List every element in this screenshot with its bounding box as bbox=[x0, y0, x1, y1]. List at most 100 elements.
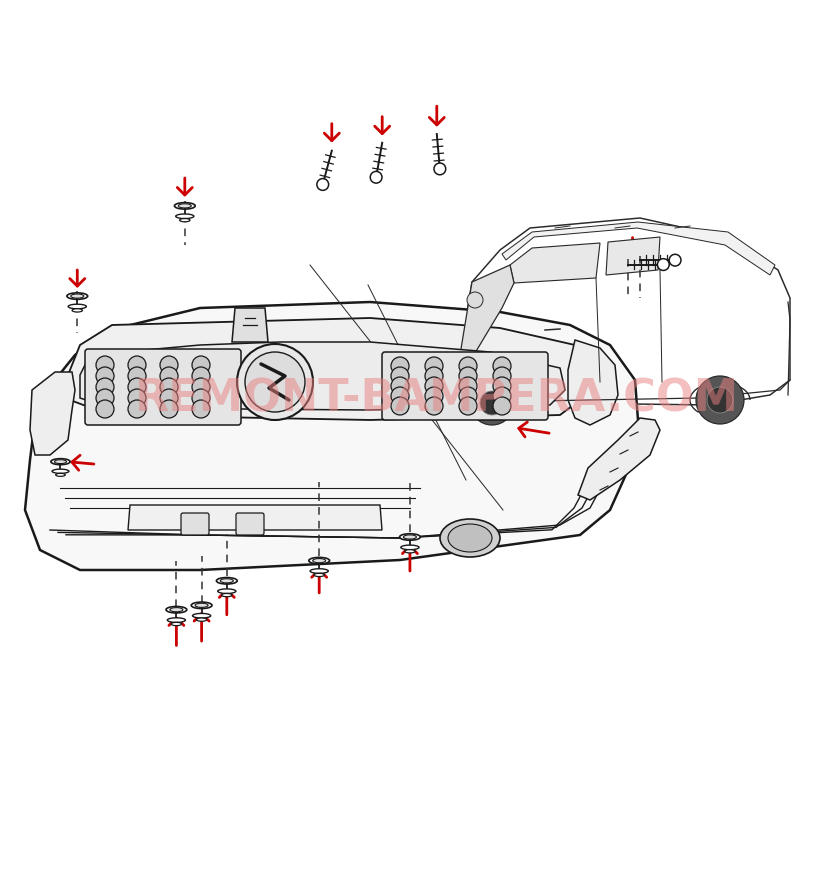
Ellipse shape bbox=[171, 622, 181, 625]
Ellipse shape bbox=[67, 293, 87, 300]
Circle shape bbox=[192, 378, 210, 396]
Circle shape bbox=[96, 389, 114, 407]
FancyBboxPatch shape bbox=[236, 513, 264, 535]
Ellipse shape bbox=[220, 579, 234, 583]
Circle shape bbox=[96, 400, 114, 418]
Circle shape bbox=[467, 292, 483, 308]
Circle shape bbox=[493, 377, 511, 395]
Circle shape bbox=[391, 397, 409, 415]
Circle shape bbox=[696, 376, 744, 424]
Circle shape bbox=[237, 344, 313, 420]
Ellipse shape bbox=[68, 304, 87, 308]
Circle shape bbox=[192, 367, 210, 385]
Ellipse shape bbox=[217, 577, 237, 584]
Circle shape bbox=[128, 389, 146, 407]
Circle shape bbox=[192, 400, 210, 418]
Ellipse shape bbox=[312, 559, 326, 562]
Polygon shape bbox=[460, 218, 790, 405]
Circle shape bbox=[128, 356, 146, 374]
Ellipse shape bbox=[218, 589, 236, 593]
Circle shape bbox=[96, 356, 114, 374]
Circle shape bbox=[480, 391, 504, 415]
Ellipse shape bbox=[51, 459, 70, 464]
Ellipse shape bbox=[178, 204, 192, 208]
Ellipse shape bbox=[309, 557, 329, 564]
Polygon shape bbox=[578, 418, 660, 500]
Ellipse shape bbox=[166, 606, 186, 613]
Circle shape bbox=[470, 381, 514, 425]
Ellipse shape bbox=[405, 549, 415, 553]
Circle shape bbox=[160, 367, 178, 385]
Circle shape bbox=[96, 367, 114, 385]
Circle shape bbox=[459, 387, 477, 405]
Polygon shape bbox=[232, 308, 268, 342]
Circle shape bbox=[459, 367, 477, 385]
Circle shape bbox=[669, 254, 681, 266]
Circle shape bbox=[317, 179, 328, 190]
Polygon shape bbox=[460, 265, 514, 368]
Ellipse shape bbox=[52, 470, 69, 473]
Circle shape bbox=[160, 378, 178, 396]
Circle shape bbox=[192, 356, 210, 374]
Polygon shape bbox=[25, 302, 638, 570]
Circle shape bbox=[160, 356, 178, 374]
Circle shape bbox=[459, 377, 477, 395]
Ellipse shape bbox=[195, 604, 208, 607]
Circle shape bbox=[459, 397, 477, 415]
Circle shape bbox=[391, 357, 409, 375]
Circle shape bbox=[493, 367, 511, 385]
Circle shape bbox=[425, 367, 443, 385]
Circle shape bbox=[459, 357, 477, 375]
Circle shape bbox=[96, 378, 114, 396]
Polygon shape bbox=[510, 243, 600, 283]
Polygon shape bbox=[30, 372, 75, 455]
Ellipse shape bbox=[170, 608, 183, 611]
FancyBboxPatch shape bbox=[85, 349, 241, 425]
Ellipse shape bbox=[448, 524, 492, 552]
Ellipse shape bbox=[192, 613, 211, 618]
Text: REMONT-BAMPERA.COM: REMONT-BAMPERA.COM bbox=[134, 377, 739, 420]
FancyBboxPatch shape bbox=[181, 513, 209, 535]
Ellipse shape bbox=[314, 573, 324, 576]
Ellipse shape bbox=[180, 218, 190, 222]
Ellipse shape bbox=[401, 545, 419, 549]
Ellipse shape bbox=[72, 308, 82, 312]
Circle shape bbox=[425, 397, 443, 415]
Ellipse shape bbox=[167, 618, 186, 622]
Circle shape bbox=[425, 357, 443, 375]
Circle shape bbox=[192, 389, 210, 407]
Circle shape bbox=[493, 397, 511, 415]
Ellipse shape bbox=[176, 214, 194, 218]
Ellipse shape bbox=[55, 460, 66, 463]
Circle shape bbox=[128, 367, 146, 385]
Polygon shape bbox=[128, 505, 382, 530]
Ellipse shape bbox=[310, 569, 328, 573]
Circle shape bbox=[245, 352, 305, 412]
Polygon shape bbox=[606, 237, 660, 275]
Circle shape bbox=[493, 387, 511, 405]
Circle shape bbox=[425, 387, 443, 405]
Ellipse shape bbox=[222, 593, 232, 597]
Polygon shape bbox=[568, 340, 618, 425]
Polygon shape bbox=[68, 318, 590, 420]
Polygon shape bbox=[460, 395, 485, 410]
Ellipse shape bbox=[197, 618, 207, 621]
Ellipse shape bbox=[400, 533, 420, 540]
Circle shape bbox=[493, 357, 511, 375]
Ellipse shape bbox=[192, 602, 212, 609]
Circle shape bbox=[658, 258, 669, 271]
Ellipse shape bbox=[440, 519, 500, 557]
Circle shape bbox=[391, 377, 409, 395]
Circle shape bbox=[707, 387, 733, 413]
Circle shape bbox=[391, 387, 409, 405]
Ellipse shape bbox=[71, 294, 84, 298]
Circle shape bbox=[128, 400, 146, 418]
Ellipse shape bbox=[55, 473, 66, 477]
Polygon shape bbox=[502, 222, 775, 275]
FancyBboxPatch shape bbox=[382, 352, 548, 420]
Polygon shape bbox=[80, 342, 565, 410]
Circle shape bbox=[391, 367, 409, 385]
Circle shape bbox=[160, 389, 178, 407]
Ellipse shape bbox=[175, 202, 195, 209]
Circle shape bbox=[160, 400, 178, 418]
